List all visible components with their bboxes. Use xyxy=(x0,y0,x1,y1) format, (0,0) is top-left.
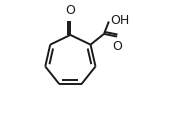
Text: O: O xyxy=(113,40,123,53)
Text: O: O xyxy=(65,4,75,17)
Text: OH: OH xyxy=(110,14,129,27)
